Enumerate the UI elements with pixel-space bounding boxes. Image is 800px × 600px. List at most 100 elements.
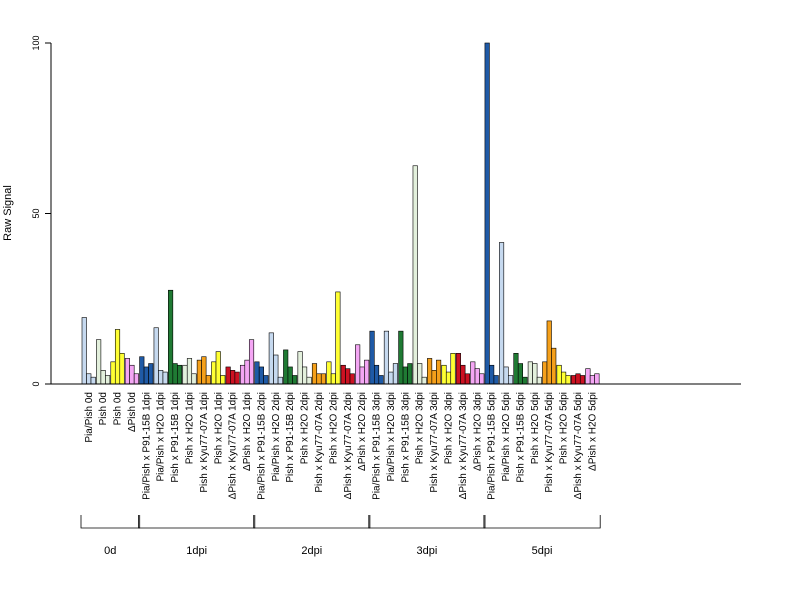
group-label-1: 1dpi	[186, 545, 207, 557]
x-tick-label-5: Pia/Pish x H2O 1dpi	[156, 392, 167, 482]
bar-22-2	[407, 363, 413, 385]
group-bracket-4	[483, 515, 601, 529]
bar-15-1	[302, 366, 308, 385]
bar-17-0	[326, 361, 332, 385]
group-bracket-1	[138, 515, 256, 529]
x-tick-label-15: Pish x H2O 2dpi	[300, 392, 311, 464]
bar-8-1	[201, 356, 207, 385]
x-tick-label-13: Pia/Pish x H2O 2dpi	[271, 392, 282, 482]
bar-19-0	[355, 344, 361, 385]
group-label-2: 2dpi	[301, 545, 322, 557]
bar-25-1	[445, 371, 452, 385]
bar-3-0	[124, 358, 130, 385]
bar-19-2	[364, 359, 370, 385]
y-tick-label-50: 50	[31, 208, 41, 218]
bar-26-1	[460, 364, 466, 385]
bar-32-0	[542, 361, 548, 385]
bar-35-0	[585, 368, 591, 385]
x-tick-label-25: Pish x H2O 3dpi	[444, 392, 455, 464]
bar-18-2	[349, 373, 355, 385]
x-tick-label-27: ΔPish x H2O 3dpi	[472, 392, 483, 471]
x-tick-label-17: Pish x H2O 2dpi	[328, 392, 339, 464]
bar-15-0	[297, 351, 303, 385]
bar-29-0	[499, 242, 505, 385]
bar-21-2	[392, 363, 398, 385]
x-tick-label-20: Pia/Pish x P91-15B 3dpi	[372, 392, 383, 500]
bar-20-2	[378, 375, 384, 385]
bar-27-2	[479, 373, 485, 385]
bar-34-2	[579, 375, 586, 385]
bar-20-0	[369, 330, 375, 385]
bar-14-0	[283, 349, 289, 385]
bar-7-0	[182, 364, 188, 385]
bar-28-1	[489, 364, 495, 385]
group-label-4: 5dpi	[532, 545, 553, 557]
bar-33-1	[561, 371, 567, 385]
x-tick-label-6: Pish x P91-15B 1dpi	[170, 392, 181, 483]
bar-24-2	[436, 359, 442, 385]
x-tick-label-4: Pia/Pish x P91-15B 1dpi	[141, 392, 152, 500]
bar-5-2	[162, 371, 168, 385]
bar-10-0	[225, 366, 231, 385]
group-label-0: 0d	[104, 545, 116, 557]
bar-1-0	[96, 339, 102, 385]
bar-8-0	[196, 359, 202, 385]
bar-32-2	[551, 347, 557, 385]
bar-9-1	[215, 351, 221, 385]
bar-18-0	[340, 364, 346, 385]
bar-5-1	[158, 370, 164, 385]
x-tick-label-35: ΔPish x H2O 5dpi	[587, 392, 598, 471]
bar-27-1	[474, 368, 480, 385]
bar-35-1	[589, 375, 595, 385]
x-tick-label-24: Pish x Kyu77-07A 3dpi	[429, 392, 440, 493]
x-tick-label-26: ΔPish x Kyu77-07A 3dpi	[458, 392, 469, 499]
x-tick-label-10: ΔPish x Kyu77-07A 1dpi	[228, 392, 239, 499]
bar-30-2	[522, 376, 528, 385]
bar-28-0	[484, 42, 490, 385]
y-axis-label: Raw Signal	[2, 185, 14, 241]
bar-31-0	[527, 361, 533, 385]
bar-15-2	[306, 376, 312, 385]
bar-12-1	[258, 366, 264, 385]
x-tick-label-21: Pia/Pish x H2O 3dpi	[386, 392, 397, 482]
bar-16-1	[316, 373, 322, 385]
group-bracket-2	[253, 515, 371, 529]
x-tick-label-31: Pish x H2O 5dpi	[530, 392, 541, 464]
group-bracket-3	[368, 515, 486, 529]
x-tick-label-14: Pish x P91-15B 2dpi	[285, 392, 296, 483]
x-tick-label-12: Pia/Pish x P91-15B 2dpi	[256, 392, 267, 500]
bar-28-2	[493, 375, 499, 385]
group-brackets: 0d 1dpi 2dpi 3dpi 5dpi	[80, 515, 601, 557]
bar-13-0	[268, 332, 274, 385]
bar-4-1	[143, 366, 149, 385]
bar-35-2	[594, 373, 600, 385]
x-tick-label-8: Pish x Kyu77-07A 1dpi	[199, 392, 210, 493]
bar-9-2	[220, 375, 226, 385]
bar-8-2	[205, 375, 211, 385]
bar-11-1	[244, 359, 250, 385]
bar-6-1	[172, 363, 178, 385]
bar-30-1	[517, 363, 524, 385]
y-tick-label-0: 0	[31, 381, 41, 386]
x-tick-label-29: Pia/Pish x H2O 5dpi	[501, 392, 512, 482]
bar-13-2	[277, 376, 283, 385]
bar-25-0	[441, 364, 447, 385]
bars-layer	[81, 42, 600, 385]
x-tick-label-9: Pish x H2O 1dpi	[213, 392, 224, 464]
bar-11-0	[239, 364, 246, 385]
bar-17-1	[330, 373, 336, 385]
bar-5-0	[153, 327, 159, 385]
bar-24-1	[431, 370, 437, 385]
group-label-3: 3dpi	[417, 545, 438, 557]
bar-33-2	[565, 375, 571, 385]
y-tick-label-100: 100	[31, 35, 41, 50]
bar-6-0	[168, 289, 174, 385]
bar-29-1	[503, 366, 509, 385]
x-tick-label-32: Pish x Kyu77-07A 5dpi	[544, 392, 555, 493]
bar-3-1	[129, 364, 135, 385]
x-tick-label-18: ΔPish x Kyu77-07A 2dpi	[343, 392, 354, 499]
bar-16-0	[311, 363, 318, 385]
x-tick-label-23: Pish x H2O 3dpi	[415, 392, 426, 464]
bar-18-1	[345, 368, 351, 385]
